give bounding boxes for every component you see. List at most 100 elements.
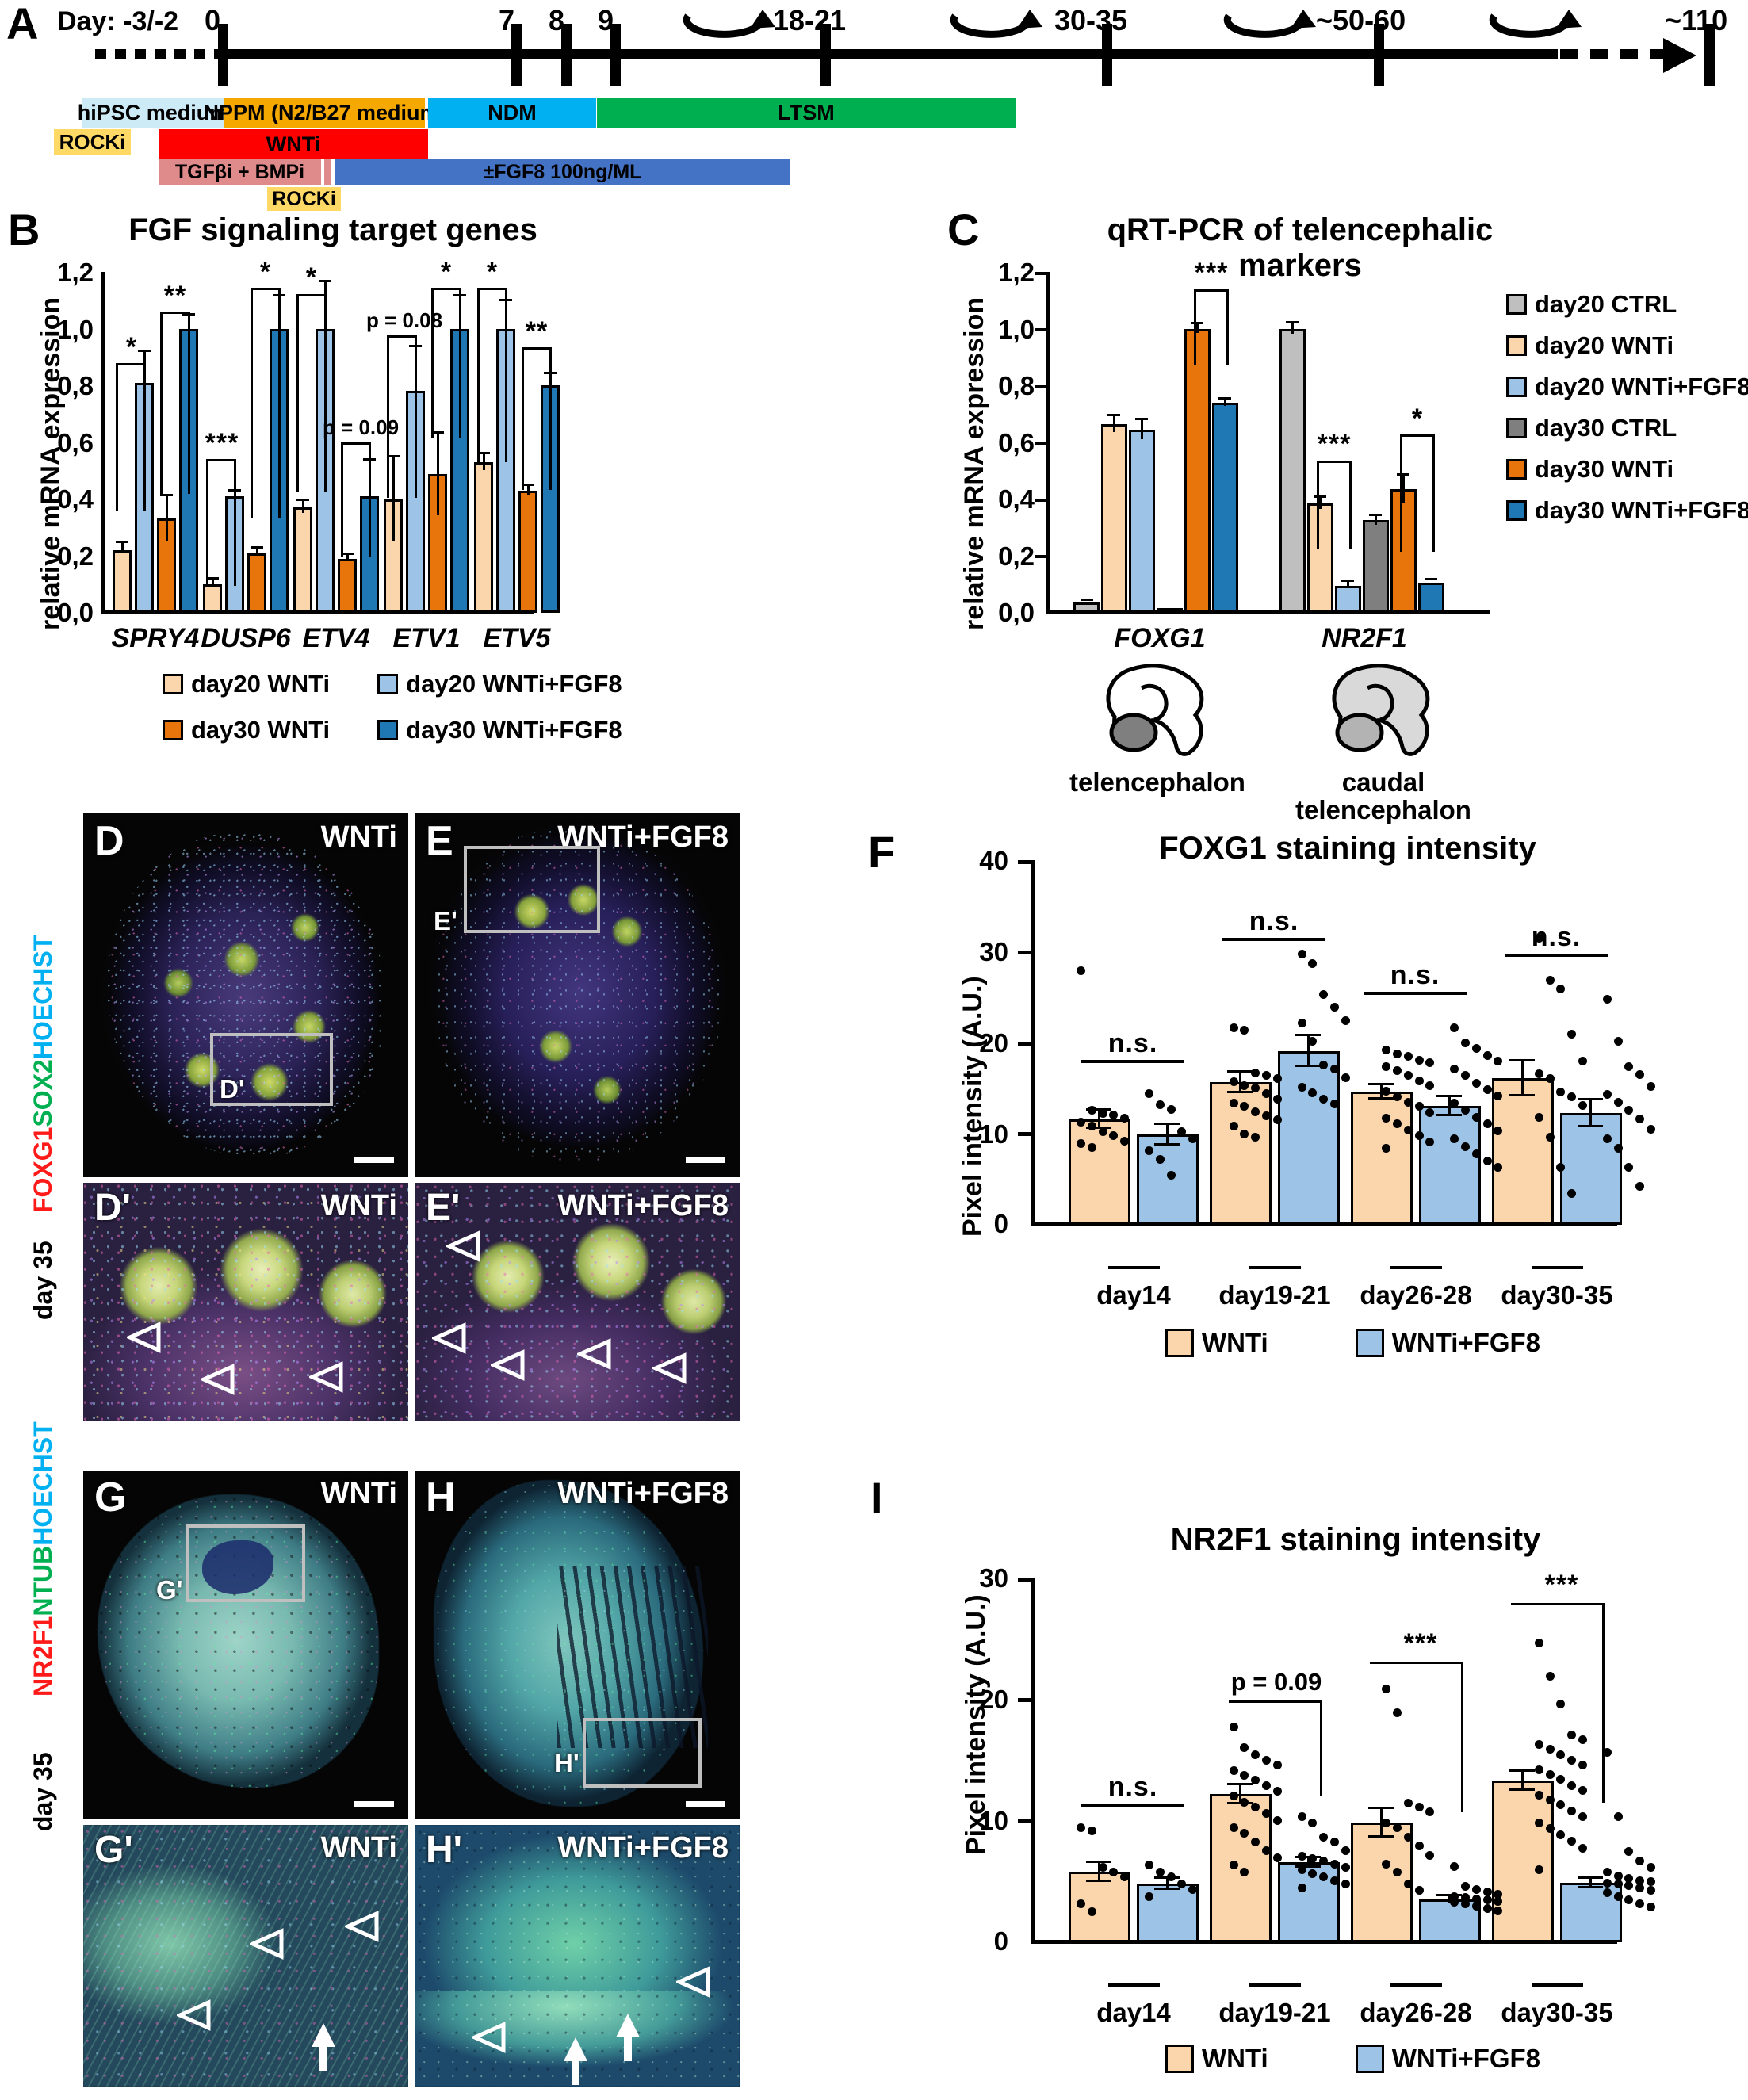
panel-b-ytick-0.0: 0,0 bbox=[57, 598, 94, 627]
scatter-point bbox=[1646, 1903, 1655, 1912]
tissue-texture-g-prime bbox=[83, 1825, 408, 2087]
arrow-h-prime-solid-1 bbox=[616, 2014, 640, 2061]
roi-box-d[interactable] bbox=[210, 1033, 333, 1106]
panel-c-yaxis bbox=[1046, 272, 1050, 613]
legend-swatch-b-1 bbox=[377, 674, 399, 694]
micrograph-condition-e-prime: WNTi+FGF8 bbox=[557, 1189, 729, 1222]
scatter-point bbox=[1602, 995, 1612, 1004]
panel-f-ytickmark-40 bbox=[1018, 860, 1031, 864]
panel-f-plot: 40 30 20 10 0 n.s. day14 n.s. day19-21 n… bbox=[979, 846, 1655, 1310]
scatter-point bbox=[1414, 1130, 1424, 1140]
scatter-point bbox=[1624, 1162, 1634, 1172]
panel-c-xaxis bbox=[1046, 610, 1490, 614]
arrowhead-e-prime-2 bbox=[432, 1322, 466, 1354]
sigbracket-etv5-day20 bbox=[477, 288, 507, 462]
micrograph-g[interactable]: G WNTi G' bbox=[83, 1471, 408, 1819]
micrograph-h[interactable]: H WNTi+FGF8 H' bbox=[415, 1471, 740, 1819]
legend-swatch-c-0 bbox=[1506, 294, 1527, 315]
micrograph-g-prime[interactable]: G' WNTi bbox=[83, 1825, 408, 2087]
media-bar-ltsm: LTSM bbox=[597, 98, 1016, 128]
scatter-point bbox=[1261, 1071, 1271, 1081]
scatter-point bbox=[1229, 1077, 1238, 1087]
sigline-f-day3035 bbox=[1505, 954, 1608, 957]
sigmark-i-day1921: p = 0.09 bbox=[1230, 1668, 1322, 1696]
grouptick-f-day1921 bbox=[1249, 1266, 1301, 1269]
scatter-point bbox=[1297, 1019, 1306, 1028]
scatter-point bbox=[1545, 1744, 1555, 1754]
micrograph-d-prime[interactable]: D' WNTi bbox=[83, 1183, 408, 1421]
legend-item-f-fgf8: WNTi+FGF8 bbox=[1355, 1328, 1540, 1358]
timeline-label-30-35: 30-35 bbox=[1054, 4, 1128, 36]
scatter-point bbox=[1319, 1060, 1329, 1069]
treatment-bar-wnti: WNTi bbox=[159, 129, 428, 159]
panel-i-ytick-10: 10 bbox=[979, 1806, 1008, 1835]
legend-swatch-b-2 bbox=[163, 720, 183, 740]
xlabel-foxg1: FOXG1 bbox=[1114, 623, 1206, 653]
micrograph-h-prime[interactable]: H' WNTi+FGF8 bbox=[415, 1825, 740, 2087]
panel-c-ytickmark-0.2 bbox=[1035, 555, 1046, 558]
scatter-point bbox=[1545, 1769, 1555, 1779]
channel-label-nr2f1: NR2F1 NTUB HOECHST bbox=[29, 1421, 57, 1696]
scatter-point bbox=[1393, 1092, 1402, 1101]
scatter-point bbox=[1341, 1863, 1350, 1872]
micrograph-e[interactable]: E WNTi+FGF8 E' bbox=[415, 813, 740, 1177]
errorcap-i-day2628-wnti-lo bbox=[1368, 1835, 1394, 1838]
scatter-point bbox=[1403, 1799, 1413, 1808]
scatter-point bbox=[1646, 1886, 1655, 1895]
scatter-point bbox=[1578, 1101, 1587, 1111]
timeline-line bbox=[218, 49, 1558, 59]
panel-f-scatter-layer bbox=[1031, 860, 1655, 1225]
panel-c-ytickmark-0.8 bbox=[1035, 385, 1046, 388]
errorbar-i-day2628-fgf8 bbox=[1448, 1895, 1451, 1903]
panel-b-yaxis bbox=[101, 272, 105, 613]
panel-f-letter: F bbox=[868, 827, 896, 877]
xlabel-etv1: ETV1 bbox=[392, 623, 461, 653]
panel-f-yaxis bbox=[1031, 860, 1035, 1225]
scatter-point bbox=[1087, 1142, 1096, 1152]
scatter-point bbox=[1578, 1735, 1587, 1744]
timeline-tick-30-35 bbox=[1102, 24, 1112, 86]
scatter-point bbox=[1624, 1061, 1634, 1071]
rotation-icon-2 bbox=[950, 10, 1042, 38]
scatter-point bbox=[1308, 1088, 1318, 1098]
legend-swatch-c-4 bbox=[1506, 459, 1527, 480]
errorcap-etv4-day20-fgf8 bbox=[319, 280, 331, 282]
xlabel-etv4: ETV4 bbox=[302, 623, 370, 653]
panel-b-ytick-0.2: 0,2 bbox=[57, 541, 94, 571]
scatter-point bbox=[1450, 1134, 1459, 1144]
striation-overlay-h bbox=[557, 1566, 708, 1748]
scatter-point bbox=[1076, 1899, 1085, 1908]
scatter-point bbox=[1613, 1143, 1623, 1153]
sigmark-f-day1921: n.s. bbox=[1249, 906, 1299, 936]
scatter-point bbox=[1414, 1886, 1424, 1895]
micrograph-e-prime[interactable]: E' WNTi+FGF8 bbox=[415, 1183, 740, 1421]
panel-i-ytick-30: 30 bbox=[979, 1563, 1008, 1593]
scatter-point bbox=[1240, 1868, 1249, 1877]
bar-f-day14-wnti bbox=[1069, 1119, 1130, 1225]
scatter-point bbox=[1251, 1776, 1260, 1785]
grouptick-f-day3035 bbox=[1532, 1266, 1583, 1269]
roi-box-g[interactable] bbox=[186, 1524, 305, 1602]
errorcap-foxg1-day30-wnti bbox=[1191, 322, 1203, 324]
speckle-overlay-d-prime bbox=[83, 1183, 408, 1421]
scatter-point bbox=[1578, 1812, 1587, 1822]
scatter-point bbox=[1251, 1838, 1260, 1847]
media-bar-hipsc: hiPSC medium bbox=[78, 98, 228, 128]
micrograph-d[interactable]: D WNTi D' bbox=[83, 813, 408, 1177]
timeline-tick-0 bbox=[218, 24, 228, 86]
scatter-point bbox=[1261, 1808, 1271, 1818]
bar-foxg1-day20-wnti bbox=[1101, 424, 1127, 613]
scatter-point bbox=[1272, 1095, 1282, 1104]
roi-box-h[interactable] bbox=[583, 1718, 702, 1788]
scalebar-e bbox=[686, 1157, 725, 1163]
errorcap-i-day3035-fgf8-lo bbox=[1578, 1886, 1603, 1888]
scatter-point bbox=[1251, 1068, 1260, 1077]
scatter-point bbox=[1403, 1833, 1413, 1842]
legend-label-f-0: WNTi bbox=[1202, 1328, 1268, 1357]
scatter-point bbox=[1261, 1755, 1271, 1765]
arrowhead-g-prime-3 bbox=[345, 1911, 379, 1942]
roi-box-e[interactable] bbox=[464, 846, 600, 933]
scatter-point bbox=[1251, 1802, 1260, 1811]
sigmark-f-day2628: n.s. bbox=[1390, 960, 1440, 990]
scatter-point bbox=[1393, 1065, 1402, 1075]
